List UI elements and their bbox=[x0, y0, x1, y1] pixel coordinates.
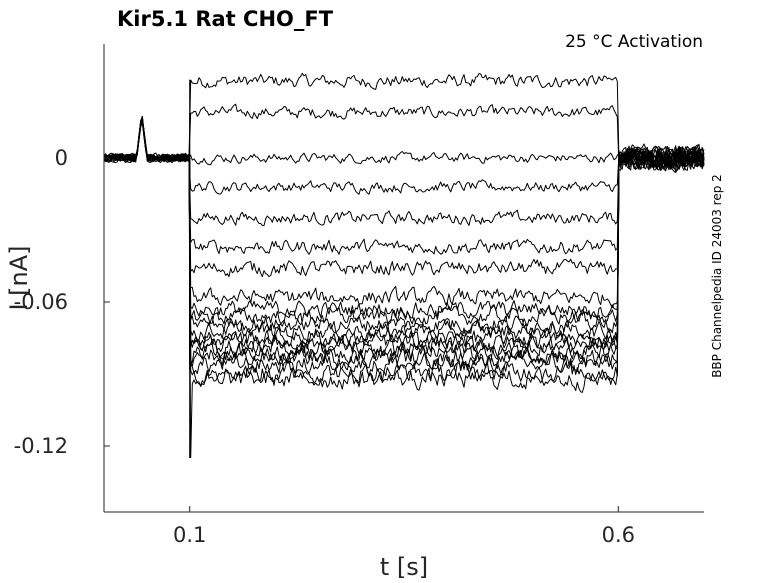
current-trace bbox=[103, 121, 705, 459]
chart-title: Kir5.1 Rat CHO_FT bbox=[117, 7, 334, 31]
current-trace bbox=[103, 119, 705, 171]
x-tick-label: 0.6 bbox=[602, 523, 635, 547]
x-axis-label: t [s] bbox=[380, 553, 428, 581]
current-trace bbox=[103, 117, 705, 320]
current-trace bbox=[103, 103, 705, 171]
y-axis-label: I [nA] bbox=[5, 245, 33, 310]
source-label: BBP Channelpedia ID 24003 rep 2 bbox=[710, 174, 724, 378]
current-trace bbox=[103, 72, 705, 171]
y-tick-label: -0.06 bbox=[14, 290, 68, 314]
y-ticks: 0 -0.06 -0.12 bbox=[14, 146, 110, 458]
x-tick-label: 0.1 bbox=[173, 523, 206, 547]
x-ticks: 0.1 0.6 bbox=[173, 506, 635, 547]
current-trace bbox=[103, 118, 705, 354]
current-traces bbox=[103, 72, 705, 459]
y-tick-label: -0.12 bbox=[14, 434, 68, 458]
condition-annotation: 25 °C Activation bbox=[565, 32, 703, 52]
current-trace bbox=[103, 119, 705, 278]
current-trace bbox=[103, 116, 705, 227]
current-trace bbox=[103, 116, 705, 195]
current-trace bbox=[103, 119, 705, 308]
y-tick-label: 0 bbox=[55, 146, 68, 170]
